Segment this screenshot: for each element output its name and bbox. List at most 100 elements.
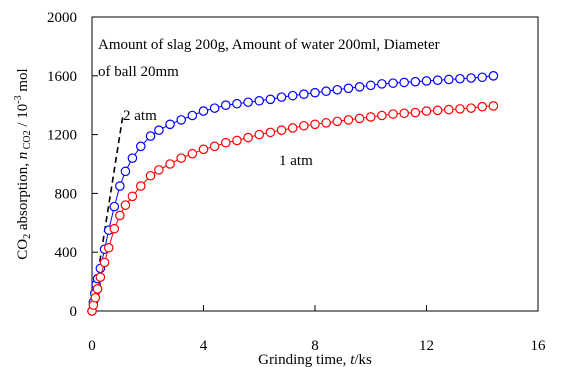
data-point-2-atm [377,79,387,89]
data-point-1-atm [115,210,125,221]
y-tick-label: 400 [55,245,78,261]
x-tick-label: 0 [88,338,96,354]
conditions-line-2: of ball 20mm [98,64,179,80]
x-tick-label: 12 [419,338,434,354]
data-point-1-atm [466,103,476,113]
data-point-2-atm [243,97,253,108]
data-point-2-atm [310,87,320,98]
data-point-1-atm [187,148,198,159]
data-point-1-atm [135,181,146,191]
data-point-1-atm [243,132,253,143]
data-point-1-atm [209,141,220,152]
data-point-2-atm [209,103,220,113]
data-point-1-atm [421,106,432,116]
data-point-2-atm [354,82,365,92]
data-point-2-atm [145,131,156,141]
data-point-2-atm [115,181,125,191]
data-point-1-atm [377,110,387,121]
data-point-2-atm [443,74,454,85]
data-point-2-atm [198,106,209,116]
x-tick-label: 8 [311,338,319,354]
data-point-2-atm [365,80,376,91]
data-point-2-atm [176,115,186,125]
x-axis-title: Grinding time, t/ks [258,352,372,367]
data-point-1-atm [95,272,106,282]
data-point-2-atm [477,72,488,83]
data-point-1-atm [321,118,331,128]
data-point-1-atm [287,123,298,133]
series-group [87,71,499,316]
data-point-1-atm [254,129,265,140]
series-1-atm [87,101,499,316]
data-point-1-atm [127,191,138,202]
data-point-2-atm [120,166,131,177]
data-point-1-atm [399,108,409,119]
data-point-2-atm [432,75,443,86]
data-point-1-atm [388,109,398,119]
data-point-1-atm [99,257,110,268]
data-point-2-atm [154,125,164,135]
data-point-1-atm [145,170,156,181]
data-point-1-atm [488,101,499,111]
data-point-1-atm [120,200,131,210]
x-tick-label: 16 [531,338,547,354]
data-point-2-atm [410,76,421,87]
data-point-2-atm [276,92,287,102]
data-point-2-atm [287,90,298,101]
y-tick-label: 1600 [47,69,77,85]
y-tick-label: 1200 [47,128,77,144]
series-2-atm [87,71,499,316]
y-tick-label: 2000 [47,10,77,26]
data-point-1-atm [365,112,376,122]
x-tick-label: 4 [200,338,208,354]
data-point-1-atm [410,107,421,118]
data-point-2-atm [299,89,309,99]
data-point-1-atm [232,135,242,146]
y-tick-label: 0 [70,304,78,320]
data-point-1-atm [90,292,101,303]
conditions-line-1: Amount of slag 200g, Amount of water 200… [98,37,440,53]
data-point-1-atm [455,104,465,114]
data-point-1-atm [276,125,287,135]
axis-ticks: 0 4 8 12 16 0 400 800 1200 1600 2000 [47,10,546,354]
data-point-2-atm [332,84,343,95]
data-point-1-atm [109,223,120,234]
data-point-2-atm [421,76,432,86]
data-point-2-atm [165,119,175,130]
data-point-2-atm [127,153,138,163]
data-point-2-atm [232,98,242,109]
label-2atm: 2 atm [123,108,157,124]
data-point-2-atm [466,73,476,83]
annotations: Amount of slag 200g, Amount of water 200… [98,37,440,169]
data-point-2-atm [109,201,120,212]
data-point-2-atm [388,78,398,88]
data-point-2-atm [254,95,265,106]
data-point-1-atm [332,116,343,127]
data-point-1-atm [154,165,164,175]
data-point-1-atm [310,119,320,130]
data-point-1-atm [265,127,276,138]
data-point-1-atm [176,153,186,163]
data-point-1-atm [432,105,443,116]
data-point-2-atm [187,110,198,121]
y-tick-label: 800 [55,186,78,202]
y-axis-title: CO2 absorption, n CO2 / 10-3 mol [13,68,33,259]
data-point-2-atm [399,77,409,88]
data-point-2-atm [265,94,276,105]
data-point-1-atm [103,242,114,253]
data-point-2-atm [488,71,499,81]
data-point-2-atm [135,141,146,152]
data-point-1-atm [354,113,365,124]
data-point-1-atm [477,101,488,112]
data-point-1-atm [343,115,354,125]
data-point-2-atm [221,100,231,110]
label-1atm: 1 atm [279,153,313,169]
plot-frame [91,16,539,312]
data-point-2-atm [321,86,331,97]
data-point-1-atm [221,137,231,148]
data-point-1-atm [198,144,209,155]
data-point-1-atm [443,104,454,115]
data-point-1-atm [165,159,175,169]
data-point-2-atm [343,83,354,94]
